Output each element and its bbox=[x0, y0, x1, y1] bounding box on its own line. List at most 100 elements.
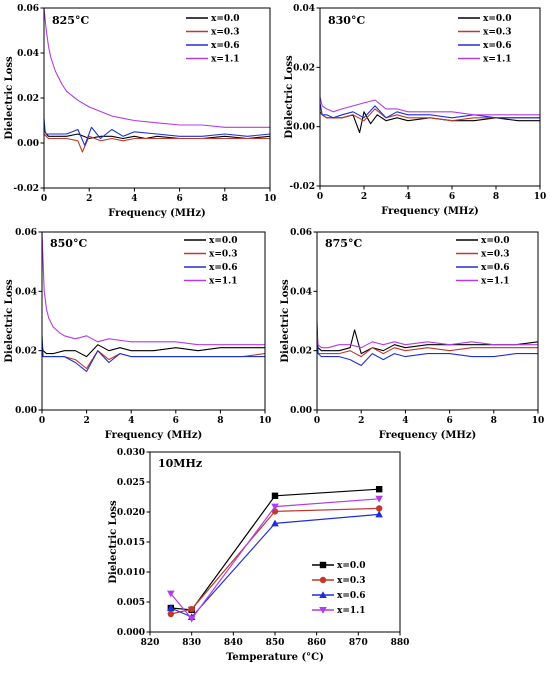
panel-title-2: 850°C bbox=[50, 237, 87, 250]
x-tick-label-3-1: 2 bbox=[358, 416, 364, 426]
legend-label-3-0: x=0.0 bbox=[481, 236, 510, 246]
x-tick-label-3-2: 4 bbox=[402, 416, 408, 426]
y-tick-label-3-3: 0.06 bbox=[290, 228, 312, 238]
x-tick-label-0-1: 2 bbox=[86, 194, 92, 204]
plot-frame-2 bbox=[41, 231, 266, 411]
x-tick-label-1-2: 4 bbox=[405, 192, 411, 202]
y-tick-label-1-2: 0.02 bbox=[293, 63, 315, 73]
y-axis-title-2: Dielectric Loss bbox=[4, 279, 15, 363]
series-line-3-2 bbox=[316, 320, 538, 367]
x-tick-label-2-2: 4 bbox=[128, 416, 134, 426]
series-line-4-2 bbox=[170, 513, 380, 618]
data-point-4-1-3 bbox=[375, 505, 383, 512]
legend-label-1-3: x=1.1 bbox=[483, 55, 512, 65]
legend-label-2-2: x=0.6 bbox=[209, 263, 238, 273]
x-tick-label-0-4: 8 bbox=[222, 194, 228, 204]
y-tick-label-0-1: 0.00 bbox=[17, 139, 39, 149]
legend-label-1-0: x=0.0 bbox=[483, 14, 512, 24]
legend-label-3-1: x=0.3 bbox=[481, 250, 510, 260]
plot-frame-3 bbox=[316, 231, 539, 411]
legend-label-1-2: x=0.6 bbox=[483, 41, 512, 51]
series-line-4-1 bbox=[170, 507, 380, 615]
legend-label-3-2: x=0.6 bbox=[481, 263, 510, 273]
y-tick-label-3-1: 0.02 bbox=[290, 347, 312, 357]
legend-label-4-0: x=0.0 bbox=[337, 561, 366, 571]
legend-label-3-3: x=1.1 bbox=[481, 277, 510, 287]
x-axis-title-4: Temperature (°C) bbox=[226, 652, 324, 663]
legend-marker-4-1 bbox=[319, 576, 327, 584]
x-axis-title-1: Frequency (MHz) bbox=[381, 206, 479, 217]
legend-label-4-3: x=1.1 bbox=[337, 606, 366, 616]
series-line-2-3 bbox=[41, 231, 265, 346]
x-axis-title-3: Frequency (MHz) bbox=[379, 430, 477, 441]
data-point-4-3-2 bbox=[271, 503, 279, 511]
x-tick-label-3-4: 8 bbox=[491, 416, 497, 426]
y-tick-label-4-6: 0.030 bbox=[117, 448, 145, 458]
x-tick-label-1-0: 0 bbox=[317, 192, 323, 202]
y-tick-label-0-2: 0.02 bbox=[17, 94, 39, 104]
y-tick-label-2-2: 0.04 bbox=[15, 287, 37, 297]
y-tick-label-0-3: 0.04 bbox=[17, 49, 39, 59]
plot-frame-4 bbox=[149, 451, 401, 633]
data-point-4-1-0 bbox=[167, 610, 175, 618]
series-line-3-0 bbox=[316, 329, 539, 355]
y-tick-label-2-3: 0.06 bbox=[15, 228, 37, 238]
x-tick-label-2-1: 2 bbox=[83, 416, 89, 426]
series-line-1-3 bbox=[319, 96, 540, 116]
x-tick-label-2-3: 6 bbox=[173, 416, 179, 426]
chart-panel-3: 0 2 4 6 8 10 0.00 0.02 0.04 0.06 Frequency (MHz) Di… bbox=[280, 228, 544, 441]
legend-label-2-0: x=0.0 bbox=[209, 236, 238, 246]
x-tick-label-1-5: 10 bbox=[534, 192, 547, 202]
y-tick-label-0-4: 0.06 bbox=[17, 4, 39, 14]
x-axis-title-2: Frequency (MHz) bbox=[105, 430, 203, 441]
x-tick-label-4-2: 840 bbox=[224, 638, 243, 648]
data-point-4-2-0 bbox=[167, 604, 175, 611]
series-line-3-1 bbox=[316, 341, 538, 358]
y-tick-label-4-1: 0.005 bbox=[117, 598, 145, 608]
y-tick-label-4-0: 0.000 bbox=[117, 628, 145, 638]
data-point-4-2-3 bbox=[375, 510, 383, 518]
data-point-4-3-1 bbox=[187, 615, 196, 623]
series-line-1-2 bbox=[319, 102, 540, 119]
x-tick-label-2-5: 10 bbox=[259, 416, 272, 426]
y-axis-title-3: Dielectric Loss bbox=[280, 279, 291, 363]
legend-label-2-3: x=1.1 bbox=[209, 277, 238, 287]
x-tick-label-1-1: 2 bbox=[361, 192, 367, 202]
series-line-0-3 bbox=[43, 7, 270, 128]
chart-panel-0: 0 2 4 6 8 10 -0.02 0.00 0.02 0.04 0.06 Frequency (M… bbox=[4, 4, 276, 219]
x-tick-label-3-5: 10 bbox=[532, 416, 545, 426]
legend-label-4-1: x=0.3 bbox=[337, 576, 366, 586]
x-tick-label-1-4: 8 bbox=[493, 192, 499, 202]
x-tick-label-3-3: 6 bbox=[446, 416, 452, 426]
y-tick-label-2-0: 0.00 bbox=[15, 406, 37, 416]
series-line-0-1 bbox=[43, 133, 270, 153]
panel-title-3: 875°C bbox=[325, 237, 362, 250]
data-point-4-1-2 bbox=[271, 508, 279, 515]
series-line-2-0 bbox=[41, 344, 265, 358]
panel-title-4: 10MHz bbox=[158, 457, 202, 470]
legend-label-2-1: x=0.3 bbox=[209, 250, 238, 260]
legend-label-0-3: x=1.1 bbox=[211, 55, 240, 65]
y-tick-label-4-2: 0.010 bbox=[117, 568, 145, 578]
data-point-4-2-2 bbox=[271, 519, 279, 527]
panel-title-1: 830°C bbox=[328, 14, 365, 27]
legend-marker-4-2 bbox=[319, 591, 327, 598]
y-tick-label-1-0: -0.02 bbox=[289, 182, 315, 192]
y-axis-title-0: Dielectric Loss bbox=[4, 56, 15, 140]
x-tick-label-4-5: 870 bbox=[349, 638, 368, 648]
data-point-4-3-0 bbox=[167, 590, 175, 598]
x-tick-label-4-0: 820 bbox=[141, 638, 160, 648]
x-tick-label-2-4: 8 bbox=[217, 416, 223, 426]
series-line-0-2 bbox=[43, 118, 271, 146]
y-tick-label-4-5: 0.025 bbox=[117, 478, 145, 488]
y-tick-label-0-0: -0.02 bbox=[13, 184, 39, 194]
x-tick-label-0-3: 6 bbox=[176, 194, 182, 204]
plot-frame-1 bbox=[319, 7, 541, 187]
data-point-4-1-1 bbox=[188, 606, 195, 613]
x-tick-label-4-4: 860 bbox=[307, 638, 326, 648]
y-tick-label-3-2: 0.04 bbox=[290, 287, 312, 297]
legend-marker-4-0 bbox=[319, 561, 327, 569]
x-axis-title-0: Frequency (MHz) bbox=[108, 208, 206, 219]
series-line-4-3 bbox=[170, 498, 380, 620]
x-tick-label-1-3: 6 bbox=[449, 192, 455, 202]
